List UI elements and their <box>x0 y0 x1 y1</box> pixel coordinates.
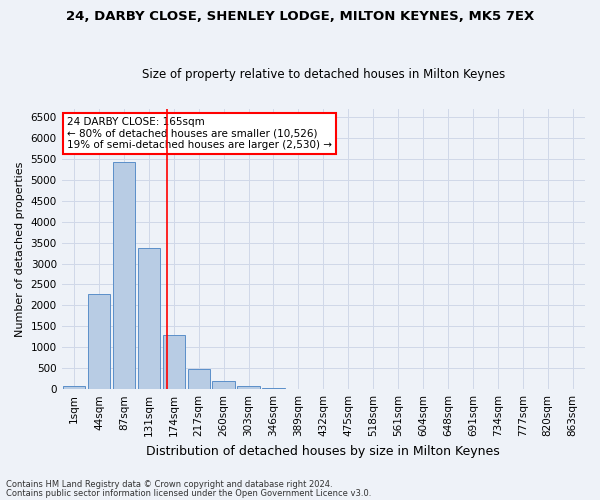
Y-axis label: Number of detached properties: Number of detached properties <box>15 161 25 336</box>
Bar <box>188 368 210 389</box>
X-axis label: Distribution of detached houses by size in Milton Keynes: Distribution of detached houses by size … <box>146 444 500 458</box>
Title: Size of property relative to detached houses in Milton Keynes: Size of property relative to detached ho… <box>142 68 505 81</box>
Bar <box>63 386 85 389</box>
Text: Contains HM Land Registry data © Crown copyright and database right 2024.: Contains HM Land Registry data © Crown c… <box>6 480 332 489</box>
Bar <box>238 386 260 389</box>
Text: 24, DARBY CLOSE, SHENLEY LODGE, MILTON KEYNES, MK5 7EX: 24, DARBY CLOSE, SHENLEY LODGE, MILTON K… <box>66 10 534 23</box>
Bar <box>262 388 285 389</box>
Text: Contains public sector information licensed under the Open Government Licence v3: Contains public sector information licen… <box>6 490 371 498</box>
Bar <box>137 248 160 389</box>
Bar <box>212 381 235 389</box>
Bar <box>113 162 135 389</box>
Text: 24 DARBY CLOSE: 165sqm
← 80% of detached houses are smaller (10,526)
19% of semi: 24 DARBY CLOSE: 165sqm ← 80% of detached… <box>67 117 332 150</box>
Bar <box>163 334 185 389</box>
Bar <box>88 294 110 389</box>
